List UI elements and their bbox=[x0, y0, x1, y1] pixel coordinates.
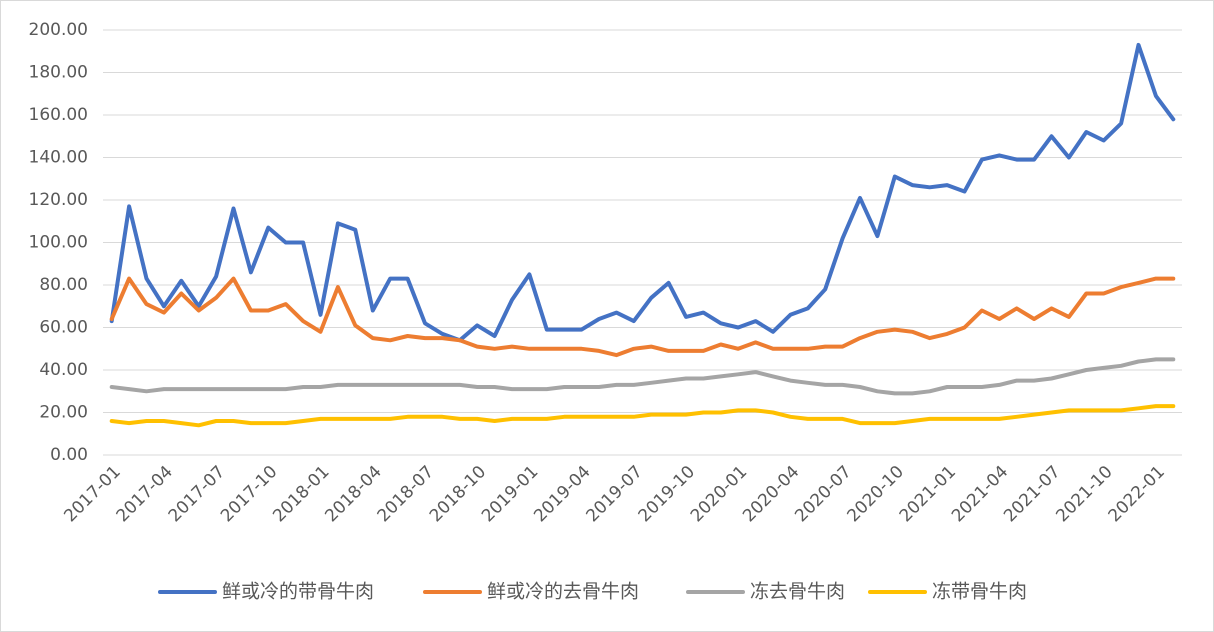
y-tick-label: 200.00 bbox=[29, 20, 88, 40]
legend-label: 鲜或冷的去骨牛肉 bbox=[487, 581, 639, 603]
y-tick-label: 80.00 bbox=[39, 275, 88, 295]
legend-label: 冻去骨牛肉 bbox=[750, 581, 845, 603]
y-tick-label: 20.00 bbox=[39, 403, 88, 423]
legend-label: 冻带骨牛肉 bbox=[932, 581, 1027, 603]
series-line bbox=[109, 42, 1176, 343]
series-line bbox=[109, 357, 1176, 396]
y-tick-label: 60.00 bbox=[39, 318, 88, 338]
y-tick-label: 40.00 bbox=[39, 360, 88, 380]
y-tick-label: 180.00 bbox=[29, 63, 88, 83]
y-tick-label: 0.00 bbox=[50, 445, 88, 465]
y-tick-label: 140.00 bbox=[29, 148, 88, 168]
y-tick-label: 160.00 bbox=[29, 105, 88, 125]
y-tick-label: 120.00 bbox=[29, 190, 88, 210]
legend-label: 鲜或冷的带骨牛肉 bbox=[222, 581, 374, 603]
series-line bbox=[109, 276, 1176, 358]
series-line bbox=[109, 404, 1176, 428]
y-tick-label: 100.00 bbox=[29, 233, 88, 253]
